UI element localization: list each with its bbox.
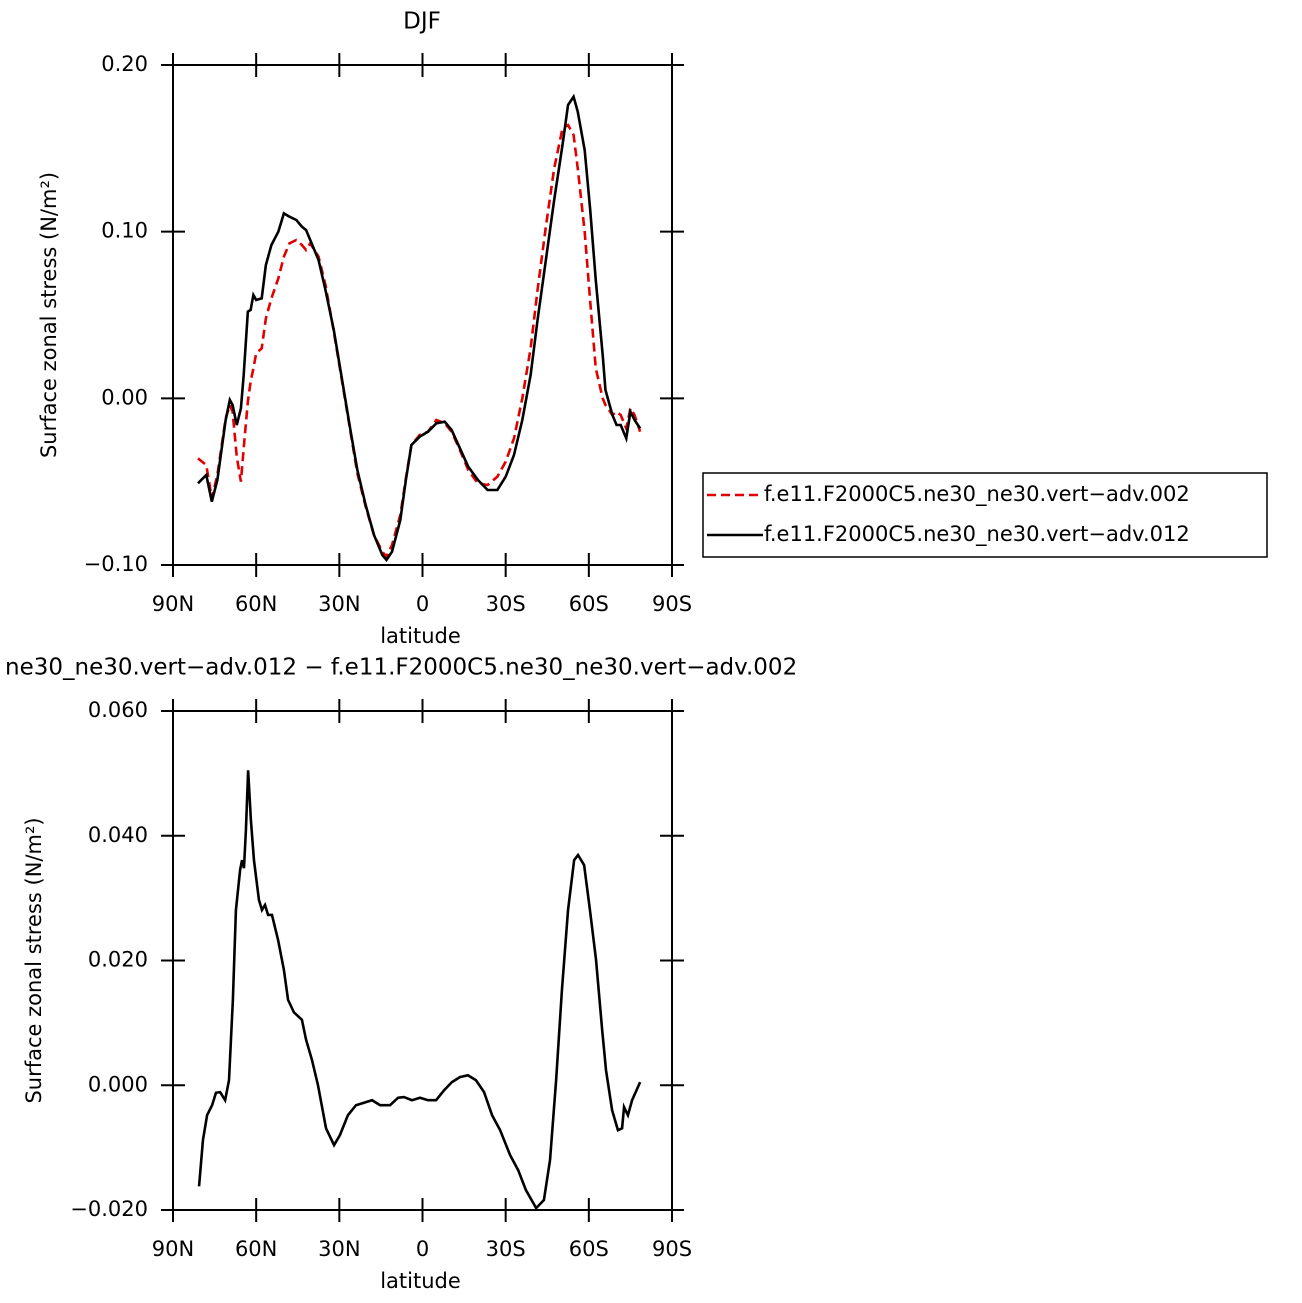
x-tick-label: 90N [152,592,194,616]
y-tick-label: 0.020 [88,948,148,972]
y-tick-label: 0.060 [88,698,148,722]
data-line [197,770,642,1211]
y-axis-label: Surface zonal stress (N/m²) [22,817,46,1103]
legend-label: f.e11.F2000C5.ne30_ne30.vert−adv.012 [764,522,1190,547]
y-tick-label: −0.10 [84,552,148,576]
y-tick-label: 0.000 [88,1072,148,1096]
x-tick-label: 0 [416,592,429,616]
x-tick-label: 90S [652,592,692,616]
legend-label: f.e11.F2000C5.ne30_ne30.vert−adv.002 [764,482,1190,507]
y-axis-label: Surface zonal stress (N/m²) [37,172,61,458]
x-tick-label: 90S [652,1237,692,1261]
x-tick-label: 30S [486,592,526,616]
chart-title: ne30_ne30.vert−adv.012 − f.e11.F2000C5.n… [5,655,797,681]
chart-title: DJF [403,9,441,35]
x-tick-label: 90N [152,1237,194,1261]
data-line [197,93,642,563]
x-axis-label: latitude [380,1269,461,1293]
x-tick-label: 30N [318,592,360,616]
x-tick-label: 60S [569,1237,609,1261]
y-tick-label: −0.020 [70,1197,148,1221]
y-tick-label: 0.00 [101,385,148,409]
x-tick-label: 30S [486,1237,526,1261]
x-tick-label: 60N [235,592,277,616]
x-tick-label: 60S [569,592,609,616]
y-tick-label: 0.20 [101,52,148,76]
x-tick-label: 0 [416,1237,429,1261]
x-tick-label: 60N [235,1237,277,1261]
x-axis-label: latitude [380,624,461,648]
y-tick-label: 0.10 [101,219,148,243]
x-tick-label: 30N [318,1237,360,1261]
y-tick-label: 0.040 [88,823,148,847]
data-line [197,123,642,560]
legend-box [702,472,1268,558]
